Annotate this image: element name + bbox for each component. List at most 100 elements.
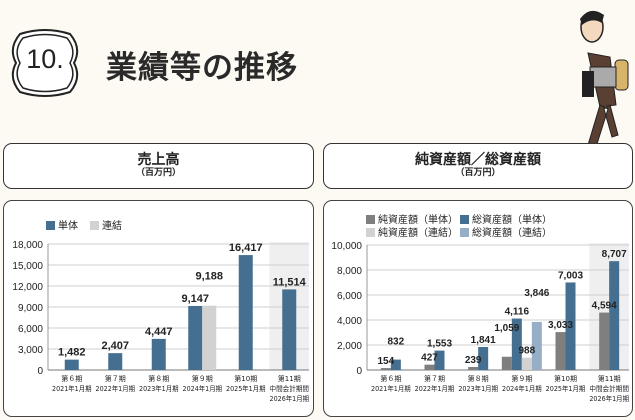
bar (501, 356, 512, 370)
bar (511, 318, 522, 370)
y-tick-label: 12,000 (12, 282, 43, 293)
data-label: 1,482 (58, 347, 86, 359)
data-label: 3,033 (548, 320, 573, 331)
x-tick-label: 2022年1月期 (96, 384, 136, 393)
legend-swatch (366, 215, 375, 224)
bar (478, 346, 489, 370)
x-tick-label: 第６期 (61, 374, 82, 383)
x-tick-label: 第10期 (554, 374, 577, 383)
legend-swatch (460, 215, 469, 224)
data-label: 832 (387, 337, 404, 348)
x-tick-label: 第８期 (148, 374, 169, 383)
y-tick-label: 18,000 (12, 240, 43, 251)
assets-unit: （百万円） (455, 168, 501, 178)
x-tick-label: 第８期 (468, 374, 489, 383)
data-label: 4,447 (145, 326, 173, 338)
data-label: 1,059 (494, 323, 519, 334)
legend-swatch (460, 228, 469, 237)
x-tick-label: 2021年1月期 (371, 384, 411, 393)
data-label: 4,116 (505, 307, 530, 318)
bar (521, 357, 532, 370)
data-label: 7,003 (558, 270, 583, 281)
legend-label: 総資産額（単体） (472, 213, 552, 226)
data-label: 239 (465, 355, 482, 366)
y-tick-label: 3,000 (18, 345, 43, 356)
y-tick-label: 15,000 (12, 261, 43, 272)
assets-chart: 0 2,000 4,000 6,000 8,000 10,000 純資産額（単体） 総資産額（… (331, 213, 629, 403)
x-tick-label: 第７期 (424, 374, 445, 383)
data-label: 9,188 (195, 271, 223, 283)
y-tick-label: 2,000 (337, 341, 362, 352)
x-tick-label: 2023年1月期 (458, 384, 498, 393)
sales-section-header: 売上高 （百万円） (3, 143, 314, 189)
bar (599, 312, 610, 370)
bar (380, 368, 391, 370)
legend-label: 純資産額（連結） (378, 226, 458, 239)
x-tick-label: 2025年1月期 (546, 384, 586, 393)
legend-swatch (366, 228, 375, 237)
x-tick-label: 2024年1月期 (183, 384, 223, 393)
y-tick-label: 9,000 (18, 303, 43, 314)
data-label: 988 (518, 346, 535, 357)
y-tick-label: 8,000 (337, 266, 362, 277)
data-label: 3,846 (524, 288, 549, 299)
bar (282, 289, 297, 370)
y-tick-label: 6,000 (337, 291, 362, 302)
sales-chart-panel: 0 3,000 6,000 9,000 12,000 15,000 18,000 単体 連結 1,… (3, 200, 314, 417)
assets-title: 純資産額／総資産額 (415, 152, 541, 168)
assets-chart-panel: 0 2,000 4,000 6,000 8,000 10,000 純資産額（単体） 総資産額（… (323, 200, 633, 417)
y-tick-label: 0 (356, 366, 362, 377)
x-tick-label: 2022年1月期 (415, 384, 455, 393)
bar (202, 305, 217, 370)
x-tick-label: 2024年1月期 (502, 384, 542, 393)
y-tick-label: 0 (37, 366, 43, 377)
bar (238, 255, 253, 370)
bar (390, 359, 401, 370)
data-label: 16,417 (229, 242, 263, 254)
data-label: 1,841 (471, 335, 496, 346)
walking-man-illustration (580, 10, 629, 157)
y-tick-label: 6,000 (18, 324, 43, 335)
x-tick-label: 第７期 (105, 374, 126, 383)
y-tick-label: 4,000 (337, 316, 362, 327)
legend-swatch (90, 221, 99, 230)
sales-title: 売上高 (137, 152, 180, 168)
y-tick-label: 10,000 (331, 241, 362, 252)
x-tick-label: 中間会計期間 (270, 384, 310, 393)
bar (64, 359, 79, 370)
section-number-badge (11, 29, 79, 97)
legend-label: 単体 (58, 219, 78, 232)
data-label: 154 (377, 356, 394, 367)
bar (188, 305, 203, 370)
bar (151, 338, 166, 370)
sales-unit: （百万円） (135, 168, 181, 178)
data-label: 8,707 (602, 249, 627, 260)
data-label: 11,514 (273, 276, 307, 288)
x-tick-label: 中間会計期間 (589, 384, 629, 393)
legend-label: 純資産額（単体） (378, 213, 458, 226)
bar (555, 332, 566, 370)
assets-section-header: 純資産額／総資産額 （百万円） (323, 143, 633, 189)
bar (108, 353, 123, 370)
x-tick-label: 第９期 (192, 374, 213, 383)
bar (468, 367, 479, 370)
data-label: 9,147 (181, 293, 209, 305)
x-tick-label: 第10期 (234, 374, 257, 383)
x-tick-label: 第６期 (380, 374, 401, 383)
x-tick-label: 第９期 (511, 374, 532, 383)
section-number: 10. (26, 44, 64, 74)
data-label: 4,594 (592, 301, 617, 312)
data-label: 1,553 (427, 339, 452, 350)
legend-label: 連結 (102, 219, 122, 232)
x-tick-label: 2026年1月期 (270, 394, 310, 403)
x-tick-label: 2021年1月期 (52, 384, 92, 393)
x-tick-label: 2023年1月期 (139, 384, 179, 393)
legend-swatch (46, 221, 55, 230)
x-tick-label: 第11期 (278, 374, 301, 383)
legend-label: 総資産額（連結） (472, 226, 552, 239)
bar (565, 282, 576, 370)
x-tick-label: 第11期 (598, 374, 621, 383)
bar (434, 350, 445, 370)
page-title: 業績等の推移 (106, 50, 298, 86)
x-tick-label: 2025年1月期 (226, 384, 266, 393)
